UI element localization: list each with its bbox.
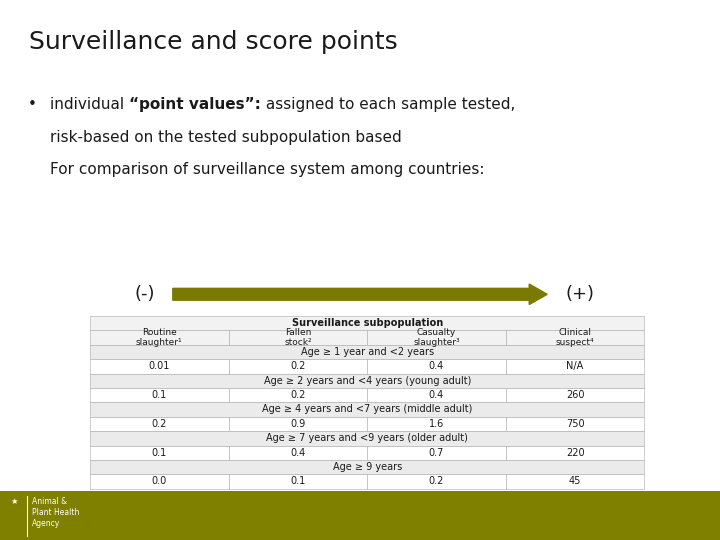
- Bar: [367, 330, 505, 345]
- Text: 0.2: 0.2: [290, 390, 305, 400]
- Text: Animal &
Plant Health
Agency: Animal & Plant Health Agency: [32, 497, 80, 528]
- Text: “point values”:: “point values”:: [130, 97, 261, 112]
- Text: 0.01: 0.01: [148, 361, 170, 372]
- Bar: [90, 402, 644, 417]
- Text: 220: 220: [566, 448, 585, 458]
- Text: 0.1: 0.1: [152, 390, 167, 400]
- Text: Surveillance subpopulation: Surveillance subpopulation: [292, 318, 443, 328]
- Bar: [90, 460, 644, 474]
- Text: For comparison of surveillance system among countries:: For comparison of surveillance system am…: [50, 162, 485, 177]
- Bar: [229, 330, 367, 345]
- Text: 0.9: 0.9: [290, 419, 305, 429]
- Bar: [90, 316, 644, 330]
- Text: 0.4: 0.4: [429, 361, 444, 372]
- Bar: [90, 345, 644, 359]
- Text: 0.1: 0.1: [152, 448, 167, 458]
- Bar: [367, 359, 505, 374]
- Bar: [505, 474, 644, 489]
- Text: (-): (-): [135, 285, 155, 303]
- Text: 0.1: 0.1: [290, 476, 305, 487]
- Text: ★: ★: [11, 497, 18, 506]
- Bar: [229, 388, 367, 402]
- Text: Age ≥ 7 years and <9 years (older adult): Age ≥ 7 years and <9 years (older adult): [266, 433, 468, 443]
- Bar: [229, 359, 367, 374]
- Text: Surveillance and score points: Surveillance and score points: [29, 30, 397, 53]
- Bar: [90, 446, 229, 460]
- Bar: [90, 374, 644, 388]
- Bar: [367, 388, 505, 402]
- Bar: [90, 330, 229, 345]
- Text: Age ≥ 2 years and <4 years (young adult): Age ≥ 2 years and <4 years (young adult): [264, 376, 471, 386]
- Bar: [229, 417, 367, 431]
- Text: 45: 45: [569, 476, 581, 487]
- Bar: [90, 359, 229, 374]
- Text: 0.2: 0.2: [152, 419, 167, 429]
- Text: 0.0: 0.0: [152, 476, 167, 487]
- Text: Routine
slaughter¹: Routine slaughter¹: [136, 328, 183, 347]
- Bar: [367, 446, 505, 460]
- Bar: [229, 474, 367, 489]
- Text: 750: 750: [566, 419, 585, 429]
- Text: 0.4: 0.4: [429, 390, 444, 400]
- FancyArrow shape: [173, 284, 547, 305]
- Bar: [90, 417, 229, 431]
- Text: •: •: [27, 97, 36, 112]
- Text: 0.4: 0.4: [290, 448, 305, 458]
- Text: Age ≥ 9 years: Age ≥ 9 years: [333, 462, 402, 472]
- Bar: [0, 491, 720, 540]
- Text: risk-based on the tested subpopulation based: risk-based on the tested subpopulation b…: [50, 130, 402, 145]
- Text: 0.2: 0.2: [290, 361, 305, 372]
- Bar: [229, 446, 367, 460]
- Text: 0.7: 0.7: [429, 448, 444, 458]
- Text: individual: individual: [50, 97, 130, 112]
- Text: 260: 260: [566, 390, 585, 400]
- Text: Casualty
slaughter³: Casualty slaughter³: [413, 328, 460, 347]
- Text: (+): (+): [565, 285, 594, 303]
- Bar: [505, 417, 644, 431]
- Bar: [367, 474, 505, 489]
- Text: Age ≥ 4 years and <7 years (middle adult): Age ≥ 4 years and <7 years (middle adult…: [262, 404, 472, 415]
- Bar: [90, 388, 229, 402]
- Bar: [90, 431, 644, 445]
- Text: Age ≥ 1 year and <2 years: Age ≥ 1 year and <2 years: [301, 347, 433, 357]
- Bar: [505, 330, 644, 345]
- Text: Clinical
suspect⁴: Clinical suspect⁴: [556, 328, 595, 347]
- Text: 0.2: 0.2: [429, 476, 444, 487]
- Text: N/A: N/A: [567, 361, 584, 372]
- Bar: [367, 417, 505, 431]
- Bar: [505, 388, 644, 402]
- Bar: [505, 446, 644, 460]
- Bar: [505, 359, 644, 374]
- Text: 1.6: 1.6: [429, 419, 444, 429]
- Text: Fallen
stock²: Fallen stock²: [284, 328, 312, 347]
- Text: assigned to each sample tested,: assigned to each sample tested,: [261, 97, 516, 112]
- Bar: [90, 474, 229, 489]
